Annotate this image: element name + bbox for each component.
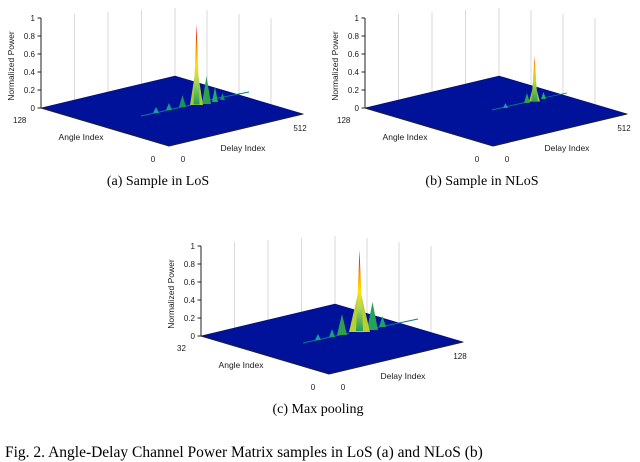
svg-text:0.4: 0.4 [24, 68, 36, 77]
svg-text:0.4: 0.4 [184, 296, 196, 305]
surface-plot-b: 0 0.2 0.4 0.6 0.8 1 Normalized Power 128… [330, 8, 631, 164]
svg-text:0.2: 0.2 [24, 86, 36, 95]
svg-text:0: 0 [31, 104, 36, 113]
svg-text:1: 1 [355, 14, 360, 23]
z-tick-labels: 0 0.2 0.4 0.6 0.8 1 [348, 14, 360, 113]
axes-lines [200, 246, 464, 375]
main-peak [193, 24, 200, 105]
main-peak [356, 250, 363, 331]
svg-text:0.8: 0.8 [24, 32, 36, 41]
z-axis-label: Normalized Power [330, 31, 340, 101]
grid-lines [234, 236, 432, 333]
z-tick-labels: 0 0.2 0.4 0.6 0.8 1 [24, 14, 36, 113]
surface-plot-a: 0 0.2 0.4 0.6 0.8 1 Normalized Power 128… [6, 8, 307, 164]
floor-ridge-marks [491, 92, 568, 111]
z-tick-labels: 0 0.2 0.4 0.6 0.8 1 [184, 242, 196, 341]
angle-axis-label: Angle Index [383, 132, 429, 142]
svg-text:0: 0 [355, 104, 360, 113]
delay-max-tick: 512 [617, 124, 631, 133]
svg-text:0.6: 0.6 [348, 50, 360, 59]
delay-max-tick: 128 [453, 352, 467, 361]
svg-text:0: 0 [191, 332, 196, 341]
delay-axis-label: Delay Index [221, 143, 267, 153]
surface-plot-c: 0 0.2 0.4 0.6 0.8 1 Normalized Power 32 … [166, 236, 467, 392]
delay-axis-label: Delay Index [545, 143, 591, 153]
svg-text:0.4: 0.4 [348, 68, 360, 77]
secondary-peaks [179, 76, 225, 107]
plot-a: 0 0.2 0.4 0.6 0.8 1 Normalized Power 128… [2, 4, 314, 177]
figure-caption: Fig. 2. Angle-Delay Channel Power Matrix… [5, 444, 483, 461]
z-axis-label: Normalized Power [166, 259, 176, 329]
svg-text:0.2: 0.2 [184, 314, 196, 323]
svg-text:1: 1 [31, 14, 36, 23]
axes-lines [364, 18, 628, 147]
svg-text:0.8: 0.8 [184, 260, 196, 269]
angle-max-tick: 128 [337, 116, 351, 125]
caption-a: (a) Sample in LoS [106, 174, 210, 189]
z-tick-marks [197, 245, 201, 337]
angle-max-tick: 128 [13, 116, 27, 125]
grid-lines [74, 8, 272, 105]
grid-lines [398, 8, 596, 105]
delay-min-tick: 0 [181, 155, 186, 164]
delay-max-tick: 512 [293, 124, 307, 133]
svg-text:0.2: 0.2 [348, 86, 360, 95]
angle-min-tick: 0 [475, 155, 480, 164]
plot-c: 0 0.2 0.4 0.6 0.8 1 Normalized Power 32 … [162, 232, 474, 405]
svg-text:0.8: 0.8 [348, 32, 360, 41]
angle-axis-label: Angle Index [59, 132, 105, 142]
caption-b: (b) Sample in NLoS [425, 174, 539, 189]
svg-text:0.6: 0.6 [184, 278, 196, 287]
plot-b: 0 0.2 0.4 0.6 0.8 1 Normalized Power 128… [326, 4, 638, 177]
svg-text:0.6: 0.6 [24, 50, 36, 59]
angle-axis-label: Angle Index [219, 360, 265, 370]
delay-min-tick: 0 [505, 155, 510, 164]
angle-max-tick: 32 [177, 344, 186, 353]
delay-min-tick: 0 [341, 383, 346, 392]
z-tick-marks [361, 17, 365, 109]
z-tick-marks [37, 17, 41, 109]
svg-text:1: 1 [191, 242, 196, 251]
secondary-peaks [524, 92, 546, 103]
caption-c: (c) Max pooling [272, 402, 364, 417]
axes-lines [40, 18, 304, 147]
angle-min-tick: 0 [151, 155, 156, 164]
main-peak [531, 56, 538, 101]
secondary-peaks [337, 302, 386, 335]
z-axis-label: Normalized Power [6, 31, 16, 101]
delay-axis-label: Delay Index [381, 371, 427, 381]
angle-min-tick: 0 [311, 383, 316, 392]
